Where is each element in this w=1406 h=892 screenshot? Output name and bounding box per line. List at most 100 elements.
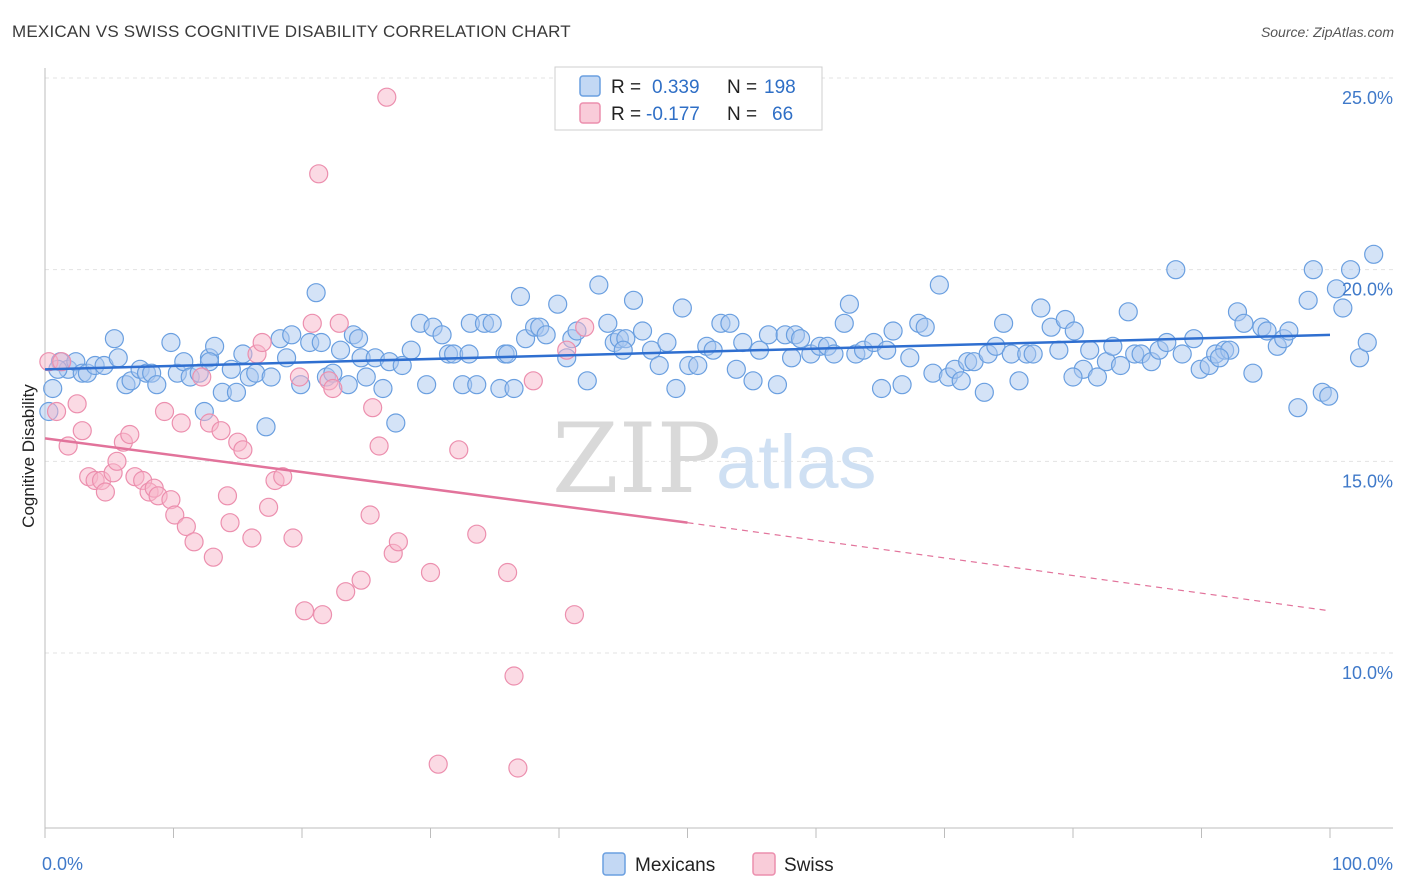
- watermark: ZIP atlas: [552, 403, 877, 515]
- point-mexicans: [877, 340, 897, 360]
- point-mexicans: [994, 313, 1014, 333]
- point-swiss: [388, 532, 408, 552]
- axes: [44, 68, 1393, 838]
- point-mexicans: [720, 313, 740, 333]
- point-mexicans: [482, 313, 502, 333]
- point-swiss: [575, 317, 595, 337]
- point-mexicans: [767, 375, 788, 395]
- point-mexicans: [348, 329, 369, 349]
- point-swiss: [309, 164, 329, 184]
- point-swiss: [283, 528, 303, 548]
- legend: R = 0.339 N = 198 R = -0.177 N = 66: [554, 66, 823, 131]
- point-swiss: [171, 413, 191, 433]
- point-mexicans: [401, 340, 421, 360]
- y-tick-label: 10.0%: [1342, 663, 1393, 683]
- point-mexicans: [986, 336, 1006, 356]
- point-swiss: [289, 367, 310, 387]
- y-tick-label: 15.0%: [1342, 471, 1393, 491]
- point-mexicans: [1031, 298, 1051, 318]
- point-mexicans: [577, 371, 597, 391]
- point-swiss: [211, 421, 231, 441]
- point-swiss: [420, 562, 441, 583]
- point-swiss: [154, 401, 175, 422]
- point-mexicans: [1333, 298, 1353, 318]
- point-mexicans: [104, 329, 124, 349]
- point-swiss: [312, 605, 333, 625]
- point-mexicans: [1009, 371, 1029, 391]
- point-swiss: [192, 367, 212, 387]
- point-swiss: [233, 440, 253, 460]
- point-swiss: [329, 313, 349, 333]
- point-swiss: [72, 421, 92, 441]
- point-swiss: [203, 547, 223, 567]
- point-mexicans: [598, 313, 618, 333]
- point-mexicans: [548, 294, 568, 314]
- point-swiss: [107, 451, 127, 471]
- point-swiss: [120, 424, 140, 445]
- point-mexicans: [1049, 340, 1069, 360]
- point-swiss: [523, 371, 543, 391]
- point-swiss: [336, 582, 356, 602]
- point-mexicans: [657, 332, 677, 353]
- x-tick-labels: 0.0% 100.0%: [42, 854, 1393, 874]
- point-mexicans: [536, 325, 556, 345]
- point-mexicans: [589, 275, 609, 295]
- point-mexicans: [743, 371, 763, 391]
- point-mexicans: [726, 359, 746, 379]
- y-axis-label: Cognitive Disability: [19, 384, 38, 528]
- point-swiss: [217, 486, 238, 506]
- point-mexicans: [1172, 344, 1192, 364]
- point-mexicans: [1319, 386, 1339, 406]
- legend-n-label: N =: [727, 104, 757, 125]
- trend-lines: [44, 333, 1331, 612]
- point-mexicans: [108, 348, 128, 368]
- x-tick-label: 0.0%: [42, 854, 83, 874]
- y-tick-label: 25.0%: [1342, 88, 1393, 108]
- point-mexicans: [1064, 321, 1084, 341]
- point-mexicans: [623, 290, 644, 310]
- point-mexicans: [1110, 355, 1131, 376]
- point-mexicans: [883, 321, 903, 341]
- point-mexicans: [311, 332, 331, 353]
- point-mexicans: [613, 340, 633, 360]
- x-tick-label: 100.0%: [1332, 854, 1393, 874]
- point-mexicans: [900, 348, 920, 368]
- point-mexicans: [510, 286, 531, 307]
- y-tick-label: 20.0%: [1342, 280, 1393, 300]
- point-mexicans: [1288, 398, 1308, 418]
- point-mexicans: [1364, 244, 1384, 264]
- point-swiss: [351, 570, 371, 590]
- point-swiss: [95, 482, 115, 502]
- point-swiss: [498, 562, 518, 583]
- legend-n-label: N =: [727, 77, 757, 98]
- point-swiss: [184, 532, 204, 552]
- point-swiss: [377, 87, 397, 107]
- legend-n-value: 198: [764, 77, 796, 98]
- point-swiss: [46, 401, 67, 422]
- point-swiss: [428, 754, 448, 774]
- y-tick-labels: 10.0% 15.0% 20.0% 25.0%: [1342, 88, 1393, 683]
- point-mexicans: [733, 332, 753, 353]
- point-mexicans: [974, 382, 994, 402]
- point-swiss: [258, 497, 279, 517]
- bottom-legend-swatch-swiss: [752, 852, 776, 876]
- point-mexicans: [929, 275, 949, 295]
- point-mexicans: [498, 344, 518, 364]
- point-mexicans: [1234, 313, 1254, 333]
- point-mexicans: [306, 283, 326, 303]
- point-mexicans: [1298, 290, 1318, 310]
- point-mexicans: [649, 355, 669, 376]
- point-mexicans: [1023, 344, 1043, 364]
- point-mexicans: [1166, 260, 1186, 280]
- point-mexicans: [226, 382, 247, 402]
- point-mexicans: [892, 375, 912, 395]
- point-mexicans: [282, 325, 302, 345]
- point-mexicans: [1349, 348, 1370, 368]
- point-swiss: [508, 758, 528, 778]
- point-mexicans: [915, 317, 935, 337]
- point-mexicans: [1209, 348, 1230, 368]
- point-mexicans: [951, 371, 971, 391]
- point-mexicans: [1326, 279, 1347, 299]
- point-mexicans: [261, 367, 281, 387]
